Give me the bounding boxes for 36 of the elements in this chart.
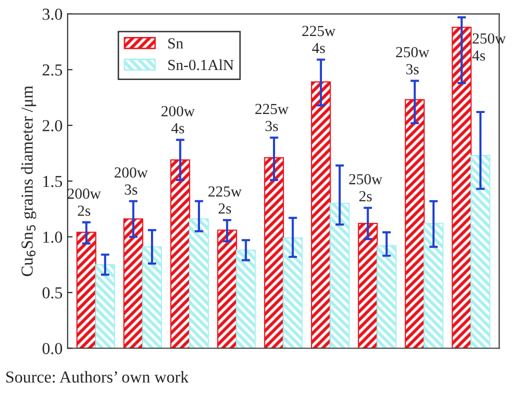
- bar: [404, 99, 425, 348]
- bar: [217, 230, 238, 348]
- annotation: 250w 3s: [396, 47, 430, 74]
- annotation: 225w 3s: [255, 104, 289, 132]
- bar: [170, 159, 190, 348]
- y-tick-label: 3.0: [42, 8, 62, 20]
- annotation: 200w 4s: [162, 106, 195, 134]
- annotation: 250w 2s: [349, 174, 382, 202]
- bar: [310, 81, 331, 348]
- legend-label: Sn: [168, 38, 184, 49]
- y-axis-title: Cu$_{6}$Sn$_{5}$ grains diameter /μm: [21, 86, 36, 276]
- y-tick-label: 1.0: [43, 232, 62, 243]
- bar: [123, 218, 144, 348]
- bar: [358, 222, 378, 348]
- annotation: 225w 2s: [208, 186, 242, 214]
- y-tick-label: 1.5: [43, 176, 62, 188]
- annotation: 200w 3s: [114, 167, 148, 195]
- legend-label: Sn-0.1AlN: [168, 59, 234, 70]
- bar: [236, 250, 256, 348]
- bar: [264, 157, 284, 348]
- y-tick-label: 0.0: [42, 342, 62, 354]
- bar: [330, 202, 350, 348]
- bar: [142, 246, 162, 348]
- bar: [424, 222, 444, 348]
- bar: [470, 154, 490, 348]
- bar: [452, 26, 472, 348]
- bar: [376, 245, 397, 348]
- source-note: Source: Authors’ own work: [6, 370, 189, 383]
- y-tick-label: 0.5: [42, 287, 62, 299]
- y-tick-label: 2.0: [42, 120, 62, 132]
- y-tick-label: 2.5: [42, 64, 62, 76]
- bar: [282, 237, 303, 348]
- bar: [189, 218, 209, 348]
- annotation: 225w 4s: [302, 26, 336, 54]
- bar: [95, 264, 116, 348]
- bar: [76, 232, 96, 348]
